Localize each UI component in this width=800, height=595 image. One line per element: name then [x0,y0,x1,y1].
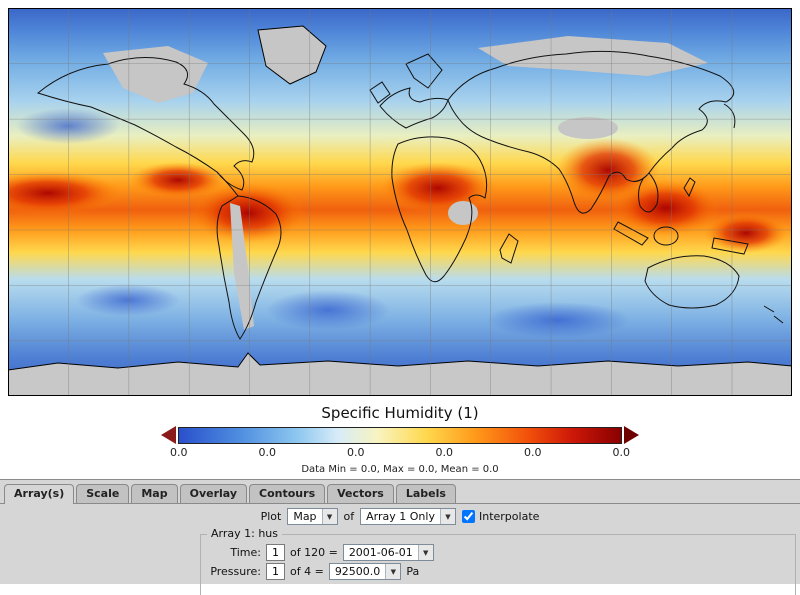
pressure-dimension-row: Pressure: of 4 = 92500.0 ▼ Pa [209,563,419,580]
tick-label: 0.0 [612,446,631,459]
tab-contours[interactable]: Contours [249,484,326,503]
plot-type-dropdown[interactable]: Map ▼ [287,508,338,525]
colorbar-tick-labels: 0.0 0.0 0.0 0.0 0.0 0.0 [0,446,800,459]
tab-overlay[interactable]: Overlay [179,484,248,503]
array1-title: Array 1: hus [207,527,282,540]
array-scope-dropdown[interactable]: Array 1 Only ▼ [360,508,456,525]
array1-group: Array 1: hus Time: of 120 = 2001-06-01 ▼… [200,527,796,595]
tab-arrays[interactable]: Array(s) [4,484,75,504]
world-map-plot [8,8,792,396]
pressure-label: Pressure: [210,565,261,578]
tick-label: 0.0 [347,446,365,459]
pressure-unit: Pa [406,565,420,578]
colorbar-below-range-arrow [161,426,176,444]
tab-labels[interactable]: Labels [395,484,456,503]
tick-label: 0.0 [524,446,542,459]
time-value: 2001-06-01 [348,546,413,559]
interpolate-checkbox[interactable] [461,510,475,523]
plot-type-row: Plot Map ▼ of Array 1 Only ▼ Interpolate [0,508,800,525]
pressure-index-input[interactable] [266,563,285,580]
colorbar [0,426,800,444]
control-panel: Array(s) Scale Map Overlay Contours Vect… [0,479,800,595]
time-value-dropdown[interactable]: 2001-06-01 ▼ [342,544,434,561]
chevron-down-icon: ▼ [385,564,401,579]
tick-label: 0.0 [258,446,277,459]
colorbar-above-range-arrow [624,426,639,444]
time-dimension-row: Time: of 120 = 2001-06-01 ▼ [209,544,434,561]
tab-vectors[interactable]: Vectors [327,484,394,503]
tick-label: 0.0 [435,446,454,459]
of-label: of [343,510,355,523]
humidity-field-map [8,8,792,396]
plot-label: Plot [260,510,282,523]
time-label: Time: [230,546,261,559]
array-scope-value: Array 1 Only [366,510,435,523]
chevron-down-icon: ▼ [439,509,455,524]
data-stats-line: Data Min = 0.0, Max = 0.0, Mean = 0.0 [301,464,499,475]
interpolate-label: Interpolate [478,510,540,523]
chevron-down-icon: ▼ [417,545,433,560]
interpolate-option: Interpolate [461,510,540,523]
tab-scale[interactable]: Scale [76,484,130,503]
plot-type-value: Map [293,510,317,523]
pressure-value-dropdown[interactable]: 92500.0 ▼ [328,563,402,580]
time-index-input[interactable] [266,544,285,561]
time-of-label: of 120 = [290,546,338,559]
pressure-of-label: of 4 = [290,565,324,578]
chevron-down-icon: ▼ [321,509,337,524]
tick-label: 0.0 [170,446,188,459]
panoply-plot-window: Specific Humidity (1) 0.0 0.0 0.0 0.0 0.… [0,8,800,595]
plot-title: Specific Humidity (1) [321,404,479,422]
colorbar-gradient [178,426,622,444]
pressure-value: 92500.0 [334,565,381,578]
tab-strip: Array(s) Scale Map Overlay Contours Vect… [0,480,800,504]
tab-map[interactable]: Map [131,484,178,503]
